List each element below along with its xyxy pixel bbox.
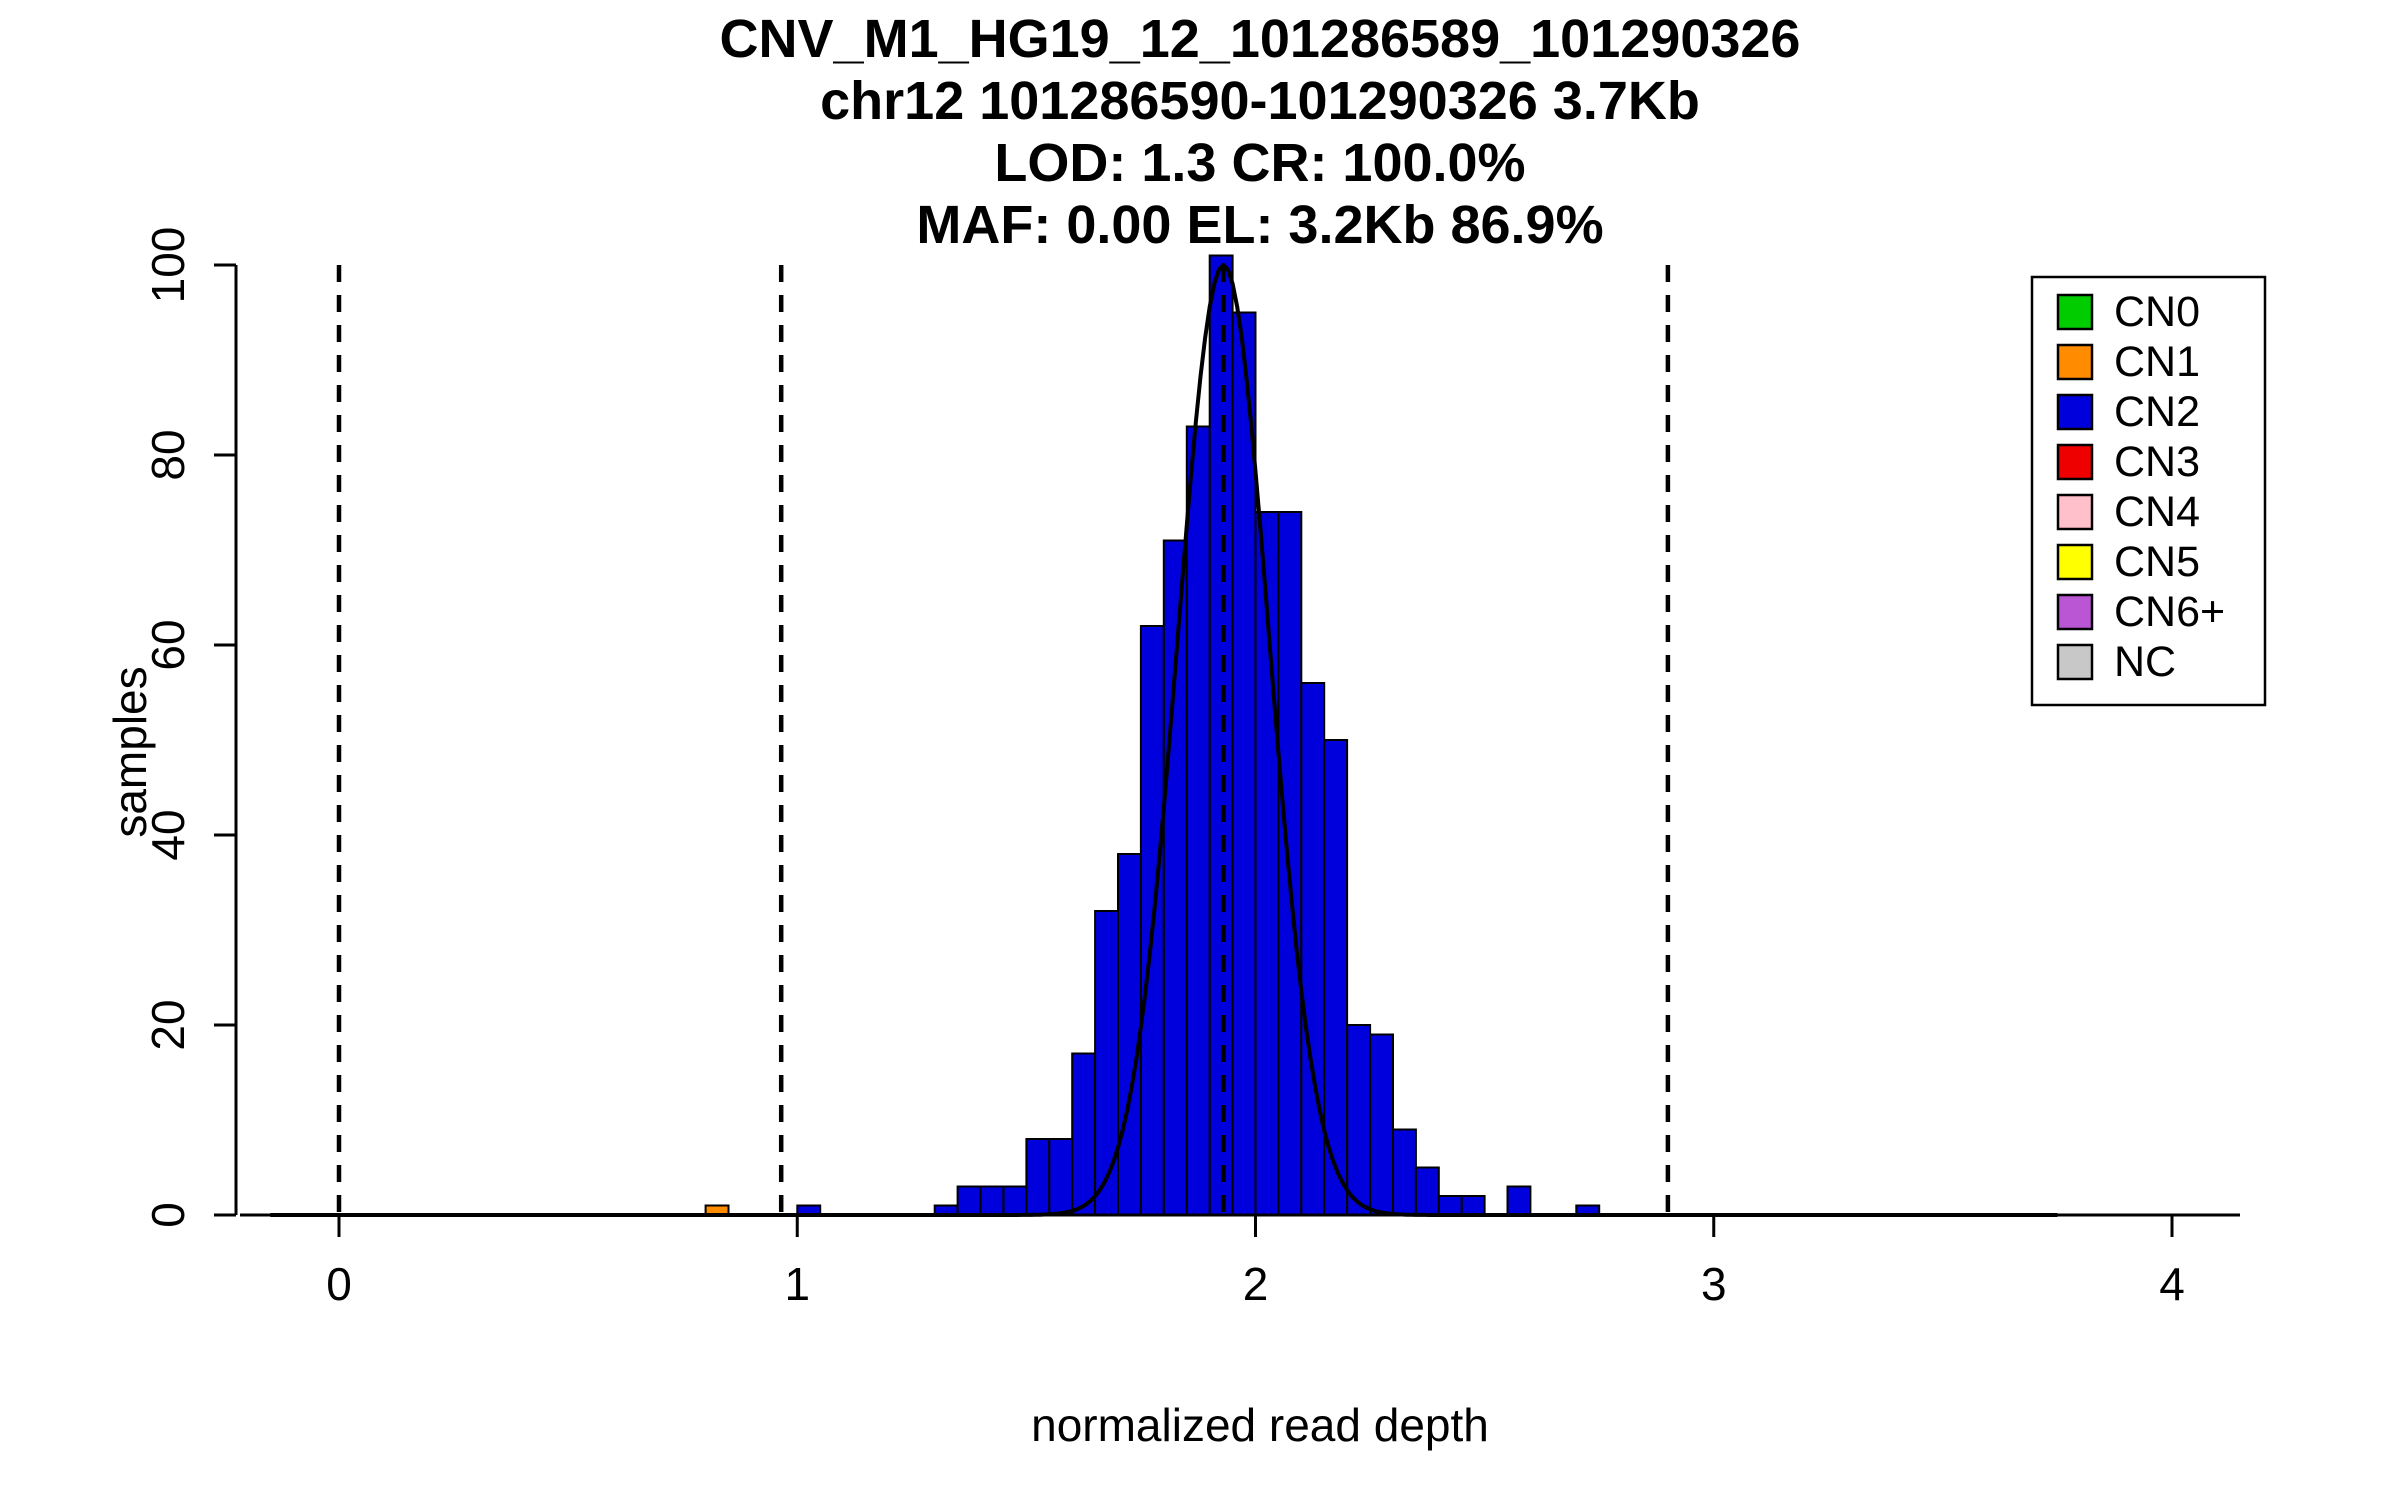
legend-label-CN5: CN5 <box>2114 538 2200 586</box>
legend-swatch-CN3 <box>2056 443 2094 481</box>
histogram-bar <box>1346 1024 1372 1216</box>
chart-title-line4: MAF: 0.00 EL: 3.2Kb 86.9% <box>916 195 1604 255</box>
histogram-bar <box>1392 1128 1417 1216</box>
histogram-bar <box>1071 1052 1097 1216</box>
x-axis-tick-label: 1 <box>784 1258 810 1310</box>
chart-title-block: CNV_M1_HG19_12_101286589_101290326 chr12… <box>240 8 2280 256</box>
y-axis-tick-label: 100 <box>142 227 194 304</box>
legend-swatch-NC <box>2056 643 2094 681</box>
legend-label-CN3: CN3 <box>2114 438 2200 486</box>
histogram-bar <box>956 1185 982 1216</box>
x-axis-tick-label: 4 <box>2159 1258 2185 1310</box>
legend-label-CN1: CN1 <box>2114 338 2200 386</box>
legend-swatch-CN4 <box>2056 493 2094 531</box>
histogram-bar <box>979 1185 1005 1216</box>
chart-title-line1: CNV_M1_HG19_12_101286589_101290326 <box>719 9 1801 69</box>
legend-label-CN4: CN4 <box>2114 488 2200 536</box>
legend-label-CN6plus: CN6+ <box>2114 588 2225 636</box>
legend-label-NC: NC <box>2114 638 2176 686</box>
y-axis-tick-label: 40 <box>142 809 194 860</box>
legend-swatch-CN1 <box>2056 343 2094 381</box>
y-axis-tick-label: 20 <box>142 999 194 1050</box>
legend-swatch-CN5 <box>2056 543 2094 581</box>
histogram-bar <box>1460 1195 1486 1216</box>
legend-swatch-CN2 <box>2056 393 2094 431</box>
histogram-bar <box>1369 1033 1394 1216</box>
x-axis-label: normalized read depth <box>1031 1399 1489 1451</box>
histogram-bar <box>1414 1166 1440 1216</box>
histogram-bar <box>1094 910 1119 1216</box>
y-axis-tick-label: 80 <box>142 429 194 480</box>
x-axis-tick-label: 2 <box>1243 1258 1269 1310</box>
chart-title-line3: LOD: 1.3 CR: 100.0% <box>994 133 1526 193</box>
x-axis-tick-label: 3 <box>1701 1258 1727 1310</box>
legend-swatch-CN0 <box>2056 293 2094 331</box>
legend-label-CN2: CN2 <box>2114 388 2200 436</box>
histogram-bar <box>1506 1185 1532 1216</box>
x-axis-tick-label: 0 <box>326 1258 352 1310</box>
histogram-bar <box>1048 1138 1074 1216</box>
histogram-bar <box>1208 254 1234 1216</box>
histogram-bar <box>1025 1138 1051 1216</box>
legend-label-CN0: CN0 <box>2114 288 2200 336</box>
chart-title-line2: chr12 101286590-101290326 3.7Kb <box>820 71 1700 131</box>
histogram-bar <box>1002 1185 1028 1216</box>
legend-swatch-CN6plus <box>2056 593 2094 631</box>
y-axis-tick-label: 0 <box>142 1202 194 1228</box>
y-axis-tick-label: 60 <box>142 619 194 670</box>
y-axis-label: samples <box>104 666 156 838</box>
histogram-bar <box>1300 682 1326 1216</box>
histogram-bar <box>1437 1195 1463 1216</box>
histogram-bar <box>1117 853 1142 1216</box>
histogram-bar <box>1162 539 1188 1216</box>
histogram-bar <box>1185 425 1211 1216</box>
